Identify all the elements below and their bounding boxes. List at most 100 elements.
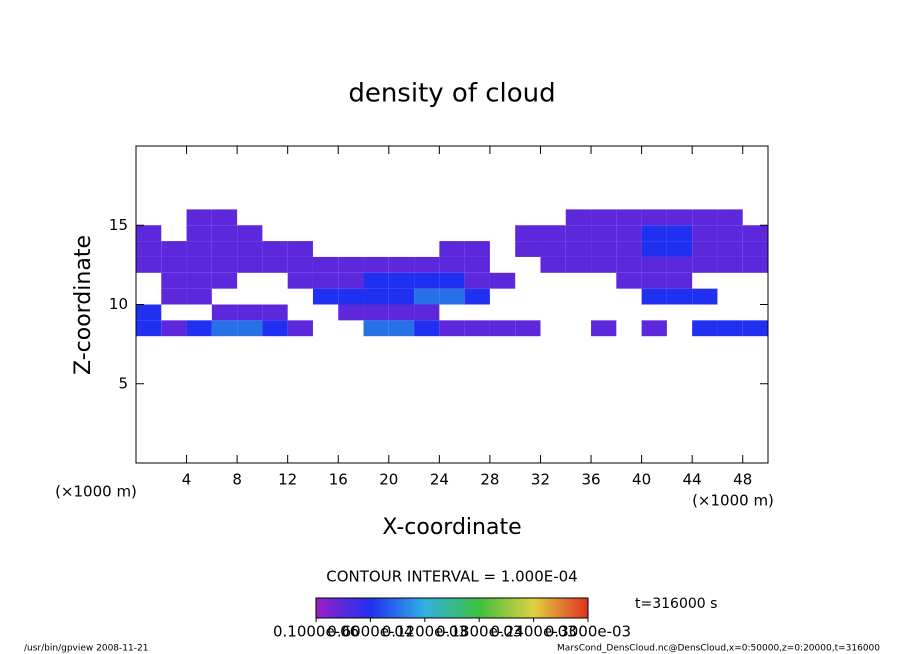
cell (136, 304, 162, 321)
cell (565, 256, 592, 273)
cell (666, 225, 693, 242)
y-tick-label: 10 (109, 295, 128, 313)
cell (363, 320, 389, 337)
cell (186, 256, 212, 273)
cell (742, 256, 768, 273)
cell (717, 241, 743, 257)
cell (692, 288, 718, 305)
cell (363, 304, 389, 321)
cell (692, 241, 718, 257)
cell (211, 320, 238, 337)
cell (287, 241, 313, 257)
footer-right: MarsCond_DensCloud.nc@DensCloud,x=0:5000… (557, 644, 880, 654)
cell (616, 256, 642, 273)
time-label: t=316000 s (635, 596, 717, 612)
cell (692, 256, 718, 273)
cell (641, 288, 667, 305)
colorbar-tick-label: 0.1200e-03 (382, 623, 468, 641)
cell (439, 241, 465, 257)
cell (414, 256, 440, 273)
colorbar-tick-label: 0.2400e-03 (490, 623, 576, 641)
x-axis-label: X-coordinate (382, 515, 521, 540)
cell (666, 209, 693, 226)
cell (717, 209, 743, 226)
cell (388, 256, 415, 273)
cell (287, 256, 313, 273)
cell (489, 320, 516, 337)
cell (565, 225, 592, 242)
cell (262, 256, 288, 273)
cell (136, 320, 162, 337)
cell (211, 256, 238, 273)
x-tick-label: 48 (733, 471, 752, 489)
cell (464, 320, 490, 337)
contour-interval: CONTOUR INTERVAL = 1.000E-04 (326, 568, 577, 586)
cell (616, 241, 642, 257)
cell (692, 225, 718, 242)
colorbar (315, 597, 589, 619)
cell (464, 272, 490, 289)
cell (616, 225, 642, 242)
cell (186, 320, 212, 337)
x-tick-label: 40 (632, 471, 651, 489)
x-tick-label: 4 (182, 471, 192, 489)
cell (439, 272, 465, 289)
cell (666, 288, 693, 305)
cell (388, 272, 415, 289)
cell (363, 272, 389, 289)
x-tick-label: 8 (232, 471, 242, 489)
x-tick-label: 16 (329, 471, 348, 489)
cell (161, 320, 187, 337)
cell (161, 241, 187, 257)
cell (414, 320, 440, 337)
cell (439, 288, 465, 305)
cell (666, 256, 693, 273)
cell (439, 320, 465, 337)
cell (414, 304, 440, 321)
cell (237, 320, 263, 337)
cell (262, 241, 288, 257)
x-tick-label: 20 (379, 471, 398, 489)
cell (211, 209, 238, 226)
cell (312, 288, 339, 305)
cell (186, 272, 212, 289)
colorbar-tick-label: 0.1800e-03 (436, 623, 522, 641)
cell (338, 288, 364, 305)
cell (641, 241, 667, 257)
cell (237, 256, 263, 273)
cell (161, 288, 187, 305)
cell (211, 272, 238, 289)
cell (641, 225, 667, 242)
cell (262, 304, 288, 321)
cell (312, 256, 339, 273)
y-axis-label: Z-coordinate (71, 235, 96, 375)
cell (742, 225, 768, 242)
cell (414, 288, 440, 305)
cell (591, 241, 617, 257)
colorbar-tick-label: 0.3000e-03 (545, 623, 631, 641)
cell (515, 320, 541, 337)
cell (237, 304, 263, 321)
x-tick-label: 44 (683, 471, 702, 489)
cell (211, 225, 238, 242)
cell (540, 256, 566, 273)
cell (363, 256, 389, 273)
cell (666, 241, 693, 257)
cell (439, 256, 465, 273)
cell (464, 241, 490, 257)
cell (414, 272, 440, 289)
cell (186, 288, 212, 305)
cell (641, 320, 667, 337)
cell (161, 272, 187, 289)
cell (136, 256, 162, 273)
cell (388, 288, 415, 305)
cell (641, 256, 667, 273)
x-unit: (×1000 m) (692, 492, 774, 510)
cell (717, 256, 743, 273)
cell (565, 241, 592, 257)
x-tick-label: 28 (480, 471, 499, 489)
cell (237, 225, 263, 242)
cell (717, 225, 743, 242)
cell (186, 225, 212, 242)
cell (464, 288, 490, 305)
